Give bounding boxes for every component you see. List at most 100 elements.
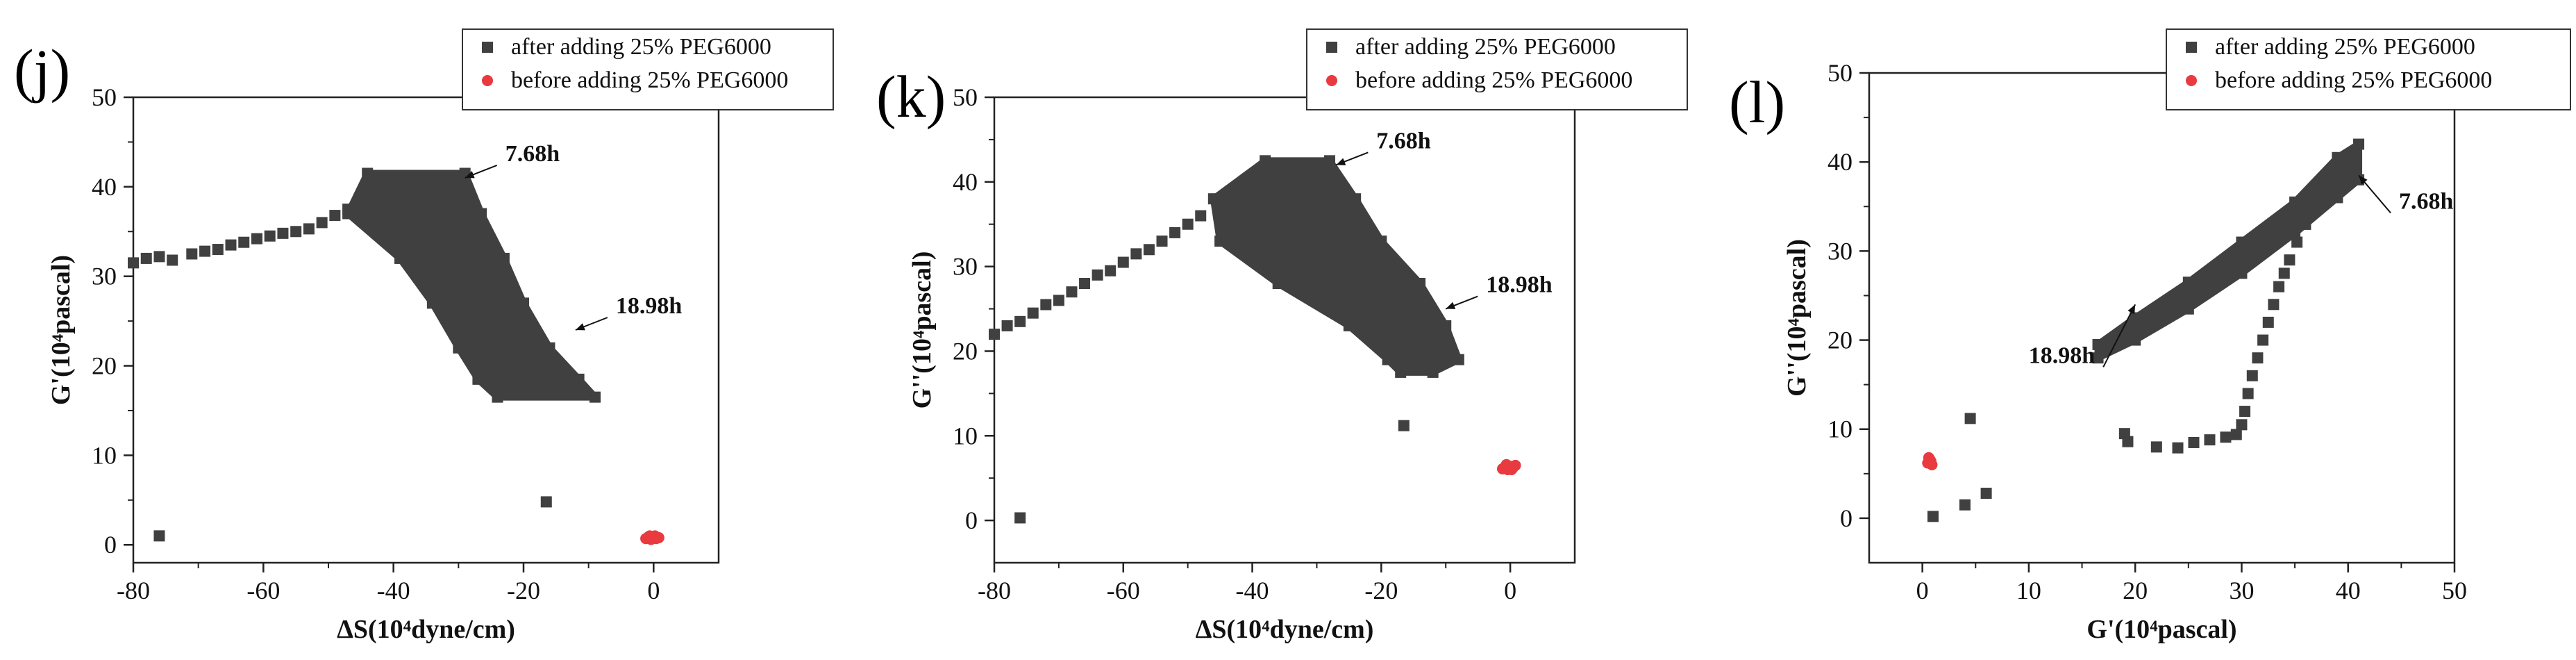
data-point — [544, 342, 555, 354]
panel-j: (j) -80 -60 -40 -20 0 0 10 20 30 40 50 ΔS(10⁴dyne/cm… — [14, 28, 834, 644]
data-point — [2300, 218, 2311, 230]
data-point — [1105, 265, 1116, 277]
y-axis-title: G''(10⁴pascal) — [908, 251, 937, 409]
data-point — [329, 210, 341, 222]
x-tick-label: 30 — [2229, 577, 2254, 604]
legend-box — [462, 28, 834, 110]
data-point — [2220, 431, 2232, 443]
data-point — [290, 226, 302, 238]
y-tick-label: 10 — [953, 422, 978, 449]
x-tick-label: -40 — [1236, 577, 1269, 604]
data-point — [1214, 236, 1226, 247]
data-point — [140, 252, 152, 264]
data-point — [2236, 419, 2248, 431]
data-point — [212, 244, 224, 256]
data-point — [649, 530, 661, 542]
data-point — [1207, 193, 1219, 205]
data-point — [2239, 406, 2251, 418]
data-point — [2310, 201, 2322, 213]
y-tick-label: 50 — [953, 83, 978, 111]
data-point — [2332, 192, 2343, 204]
data-point — [1066, 286, 1078, 298]
data-point — [2188, 436, 2200, 448]
y-tick-label: 40 — [1828, 148, 1852, 176]
data-point — [1001, 320, 1013, 331]
legend-label: after adding 25% PEG6000 — [511, 34, 771, 60]
data-point — [251, 233, 262, 245]
data-point — [1272, 278, 1284, 289]
legend-label: before adding 25% PEG6000 — [2215, 67, 2492, 93]
y-tick-label: 50 — [92, 83, 117, 111]
x-axis-title: ΔS(10⁴dyne/cm) — [1196, 615, 1374, 644]
data-point — [1350, 193, 1362, 205]
series-after — [128, 167, 601, 542]
data-point — [2130, 312, 2141, 324]
data-point — [1143, 244, 1155, 256]
annotation-label: 7.68h — [1376, 128, 1430, 154]
panel-label: (k) — [876, 63, 946, 130]
x-tick-label: 50 — [2442, 577, 2467, 604]
data-point — [394, 252, 406, 264]
data-point — [2122, 436, 2134, 447]
data-point — [1092, 269, 1103, 281]
legend-box — [2166, 28, 2571, 110]
data-cluster — [1210, 157, 1462, 376]
data-point — [128, 257, 139, 269]
legend-marker — [2186, 42, 2197, 53]
x-tick-label: -80 — [117, 577, 150, 604]
data-point — [2236, 236, 2248, 248]
y-tick-label: 10 — [1828, 415, 1852, 443]
data-point — [2252, 352, 2264, 364]
data-point — [1079, 278, 1091, 289]
annotation-arrowhead — [1336, 158, 1346, 165]
data-point — [2291, 236, 2303, 248]
data-point — [2278, 267, 2290, 279]
x-axis-title: ΔS(10⁴dyne/cm) — [337, 615, 515, 644]
data-point — [1453, 354, 1464, 365]
series-before — [1496, 459, 1521, 475]
panel-l: (l) 0 10 20 30 40 50 0 10 20 30 40 50 G'(10⁴pascal) G'… — [1729, 28, 2571, 644]
data-point — [2268, 299, 2280, 311]
data-point — [2332, 176, 2343, 188]
data-point — [1964, 413, 1976, 424]
data-point — [264, 230, 276, 242]
annotation-arrowhead — [2359, 175, 2368, 185]
y-axis-title: G'(10⁴pascal) — [47, 255, 76, 405]
y-tick-label: 20 — [953, 337, 978, 365]
data-point — [1505, 464, 1517, 475]
data-point — [2236, 267, 2248, 279]
legend-box — [1306, 28, 1688, 110]
y-tick-label: 30 — [953, 253, 978, 281]
data-point — [2204, 434, 2216, 446]
data-cluster — [2094, 140, 2363, 362]
annotation-arrowhead — [2127, 304, 2136, 315]
data-point — [2182, 277, 2194, 288]
data-point — [153, 530, 165, 542]
data-point — [2150, 441, 2162, 453]
y-tick-label: 20 — [1828, 327, 1852, 354]
x-tick-label: -40 — [377, 577, 410, 604]
annotation-arrowhead — [1446, 302, 1456, 309]
series-after — [1927, 138, 2365, 522]
data-point — [2273, 281, 2285, 292]
annotation-arrowhead — [575, 323, 585, 331]
data-point — [1414, 278, 1426, 289]
data-point — [1027, 307, 1039, 319]
data-point — [2242, 388, 2254, 399]
data-point — [453, 342, 465, 354]
x-tick-label: 0 — [1916, 577, 1929, 604]
data-point — [1959, 499, 1971, 511]
data-point — [2257, 334, 2269, 346]
data-point — [472, 373, 484, 385]
legend: after adding 25% PEG6000 before adding 25… — [2166, 28, 2571, 110]
data-point — [2289, 227, 2301, 239]
data-point — [1925, 455, 1937, 467]
legend-marker — [1326, 42, 1337, 53]
panel-label: (l) — [1729, 69, 1785, 135]
data-point — [1343, 320, 1355, 331]
data-point — [362, 167, 374, 179]
data-point — [1130, 248, 1142, 260]
legend-marker — [1326, 75, 1337, 86]
data-point — [316, 217, 328, 229]
data-point — [1014, 315, 1026, 327]
